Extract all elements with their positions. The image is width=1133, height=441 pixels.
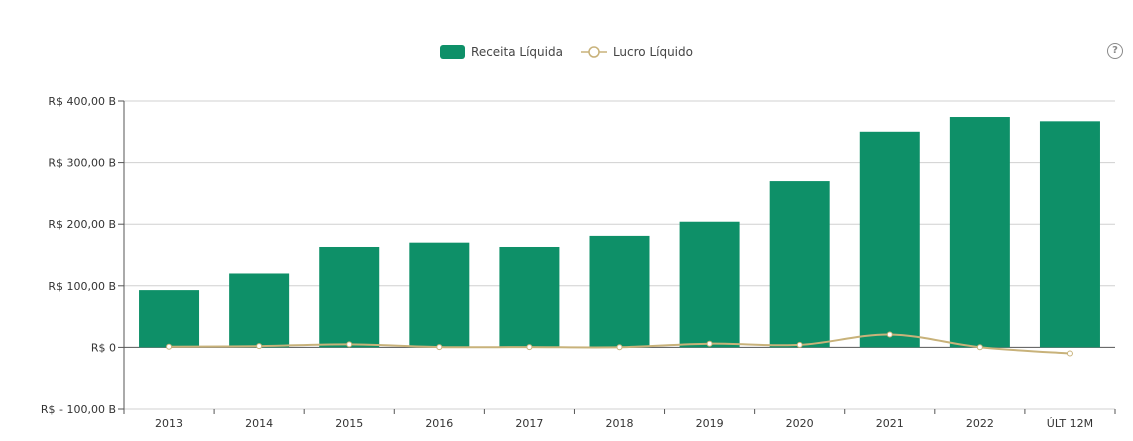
x-tick-label: 2017 <box>515 417 543 430</box>
y-tick-label: R$ 200,00 B <box>48 218 116 231</box>
point-lucro[interactable] <box>976 344 983 351</box>
y-tick-label: R$ 300,00 B <box>48 157 116 170</box>
bar-receita[interactable] <box>1039 121 1100 348</box>
y-tick-label: R$ 400,00 B <box>48 95 116 108</box>
help-icon[interactable]: ? <box>1107 43 1123 59</box>
bar-receita[interactable] <box>229 273 290 348</box>
x-tick-label: 2018 <box>606 417 634 430</box>
point-lucro[interactable] <box>616 344 623 351</box>
legend-item-receita[interactable]: Receita Líquida <box>440 45 563 59</box>
bar-receita[interactable] <box>139 290 200 348</box>
point-lucro[interactable] <box>436 344 443 351</box>
axis-layer: R$ 400,00 B R$ 300,00 B R$ 200,00 B R$ 100,… <box>41 95 1116 430</box>
bar-receita[interactable] <box>769 181 830 348</box>
legend-line-swatch-icon <box>580 46 607 58</box>
point-lucro[interactable] <box>526 344 533 351</box>
legend: Receita Líquida Lucro Líquido <box>0 42 1133 62</box>
point-lucro[interactable] <box>166 343 173 350</box>
x-tick-label: 2021 <box>876 417 904 430</box>
legend-bar-swatch-icon <box>440 45 466 59</box>
bar-receita[interactable] <box>859 131 920 348</box>
point-lucro[interactable] <box>256 343 263 350</box>
point-lucro[interactable] <box>706 340 713 347</box>
x-tick-label: 2019 <box>696 417 724 430</box>
legend-item-lucro[interactable]: Lucro Líquido <box>580 45 693 59</box>
bar-receita[interactable] <box>409 242 470 348</box>
y-tick-label: R$ - 100,00 B <box>41 403 116 416</box>
x-tick-label: 2013 <box>155 417 183 430</box>
bar-receita[interactable] <box>589 235 650 348</box>
point-lucro[interactable] <box>886 331 893 338</box>
bar-receita[interactable] <box>949 117 1010 348</box>
bars-layer <box>139 117 1100 348</box>
point-lucro[interactable] <box>1066 350 1073 357</box>
y-tick-label: R$ 100,00 B <box>48 280 116 293</box>
x-tick-label: 2020 <box>786 417 814 430</box>
x-tick-label: ÚLT 12M <box>1047 417 1093 430</box>
legend-label-receita: Receita Líquida <box>471 45 563 59</box>
bar-receita[interactable] <box>319 246 380 348</box>
y-tick-label: R$ 0 <box>91 341 116 354</box>
x-tick-label: 2016 <box>425 417 453 430</box>
bar-receita[interactable] <box>499 246 560 348</box>
x-tick-label: 2022 <box>966 417 994 430</box>
point-lucro[interactable] <box>346 341 353 348</box>
point-lucro[interactable] <box>796 341 803 348</box>
bar-receita[interactable] <box>679 221 740 348</box>
legend-label-lucro: Lucro Líquido <box>612 45 693 59</box>
x-tick-label: 2015 <box>335 417 363 430</box>
x-tick-label: 2014 <box>245 417 273 430</box>
line-layer <box>166 331 1073 357</box>
